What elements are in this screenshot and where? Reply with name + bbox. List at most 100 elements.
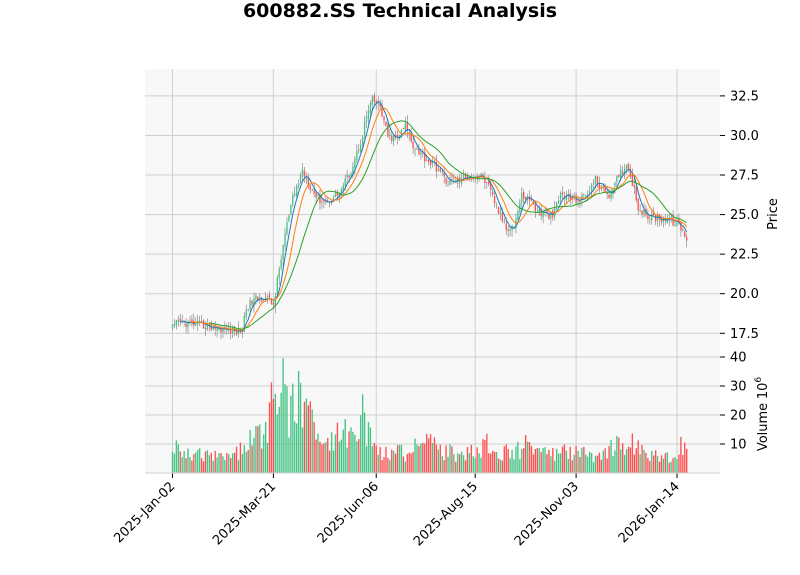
volume-bar <box>249 430 251 473</box>
candle-body <box>674 224 676 226</box>
volume-bar <box>627 446 630 473</box>
volume-bar <box>608 446 610 473</box>
candle-body <box>268 294 271 298</box>
volume-bar <box>598 452 601 473</box>
candle-body <box>422 153 424 155</box>
volume-bar <box>651 450 653 473</box>
volume-bar <box>179 451 181 473</box>
volume-bar <box>484 440 486 473</box>
volume-bar <box>338 441 341 473</box>
volume-bar <box>416 444 418 473</box>
volume-bar <box>294 421 296 473</box>
volume-bar <box>292 383 294 473</box>
candle-body <box>590 185 593 192</box>
candle-body <box>206 324 209 330</box>
candle-body <box>373 95 375 102</box>
volume-bar <box>259 424 261 473</box>
volume-bar <box>569 446 571 473</box>
candle-body <box>437 170 440 172</box>
candle-body <box>534 203 537 212</box>
volume-bar <box>195 452 197 473</box>
volume-bar <box>420 443 422 473</box>
volume-bar <box>654 450 657 473</box>
x-tick-label: 2025-Nov-03 <box>512 479 582 549</box>
volume-bar <box>491 450 494 473</box>
volume-bar <box>414 438 416 473</box>
volume-bar <box>577 450 579 473</box>
candle-body <box>321 201 323 203</box>
candle-body <box>274 296 277 307</box>
candle-body <box>538 209 540 214</box>
candle-body <box>179 318 181 322</box>
candle-body <box>604 186 606 192</box>
candle-body <box>336 191 339 196</box>
candle-body <box>468 177 471 179</box>
candle-body <box>546 210 548 213</box>
candle-body <box>670 216 672 218</box>
volume-bar <box>198 448 201 473</box>
volume-bar <box>623 454 626 473</box>
volume-bar <box>464 460 467 473</box>
volume-bar <box>237 460 240 473</box>
candle-body <box>361 136 364 145</box>
volume-bar <box>540 452 542 473</box>
volume-bar <box>523 448 525 473</box>
volume-bar <box>458 454 461 473</box>
x-tick-label: 2025-Jun-06 <box>315 479 382 546</box>
volume-bar <box>317 433 319 473</box>
candle-body <box>297 183 300 187</box>
volume-scale-base: 10 <box>756 383 771 400</box>
candle-body <box>480 173 482 177</box>
volume-bar <box>538 448 540 473</box>
volume-bar <box>532 454 535 473</box>
x-tick-label: 2025-Aug-15 <box>411 479 481 549</box>
volume-bar <box>371 446 374 473</box>
candle-body <box>493 195 496 204</box>
volume-bar <box>187 448 189 473</box>
candle-body <box>350 173 352 178</box>
candle-body <box>348 175 350 178</box>
candle-body <box>629 168 632 177</box>
candle-body <box>365 116 368 123</box>
volume-bar <box>406 453 408 473</box>
candle-body <box>332 197 335 201</box>
candle-body <box>381 105 383 117</box>
volume-bars <box>171 358 688 473</box>
volume-bar <box>191 460 193 473</box>
candle-body <box>682 229 684 231</box>
volume-bar <box>206 450 209 473</box>
volume-bar <box>653 455 655 473</box>
volume-bar <box>445 445 447 473</box>
candle-body <box>377 102 379 104</box>
volume-bar <box>455 461 457 473</box>
volume-bar <box>340 439 342 473</box>
volume-bar <box>396 445 399 473</box>
candle-body <box>616 176 618 182</box>
volume-bar <box>241 454 244 473</box>
candle-body <box>462 175 465 179</box>
volume-bar <box>476 447 478 473</box>
volume-bar <box>443 460 445 473</box>
volume-bar <box>534 449 537 473</box>
volume-bar <box>327 437 329 473</box>
volume-bar <box>427 438 430 473</box>
volume-bar <box>218 453 220 473</box>
candle-body <box>503 221 505 223</box>
volume-bar <box>610 439 612 473</box>
volume-bar <box>670 461 672 473</box>
candle-body <box>548 214 550 220</box>
candle-body <box>488 181 490 185</box>
candle-body <box>649 218 651 220</box>
candle-body <box>443 172 445 177</box>
volume-bar <box>676 459 678 473</box>
candle-body <box>358 149 360 151</box>
price-tick-label: 25.0 <box>730 208 759 223</box>
volume-bar <box>410 453 412 473</box>
price-tick-label: 32.5 <box>730 89 759 104</box>
volume-bar <box>521 449 523 473</box>
candle-body <box>513 227 515 228</box>
volume-bar <box>290 395 292 473</box>
volume-bar <box>321 444 323 473</box>
volume-tick-label: 20 <box>730 409 747 424</box>
candle-body <box>367 110 370 119</box>
